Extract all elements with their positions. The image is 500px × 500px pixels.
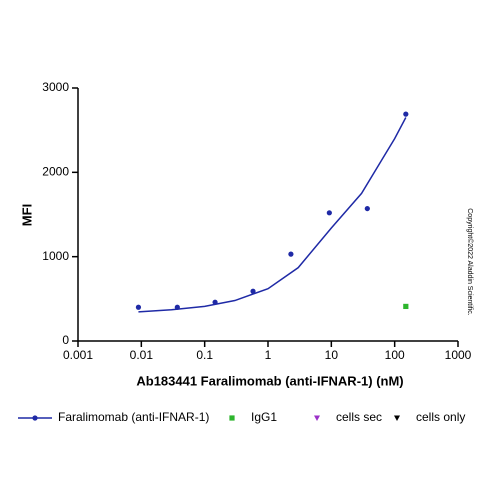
y-axis-label: MFI (19, 204, 34, 226)
data-point (403, 111, 409, 117)
x-tick-label: 0.1 (196, 348, 213, 362)
legend-marker (314, 415, 320, 421)
y-tick-label: 3000 (42, 80, 69, 94)
legend-label: cells sec (336, 410, 382, 424)
x-axis-label: Ab183441 Faralimomab (anti-IFNAR-1) (nM) (136, 373, 403, 388)
legend-label: IgG1 (251, 410, 277, 424)
y-tick-label: 2000 (42, 165, 69, 179)
data-point (326, 210, 332, 216)
copyright: Copyright©2022 Aladdin Scientific. (466, 208, 474, 316)
data-point (135, 304, 142, 310)
x-tick-label: 0.001 (63, 348, 93, 362)
legend-marker (229, 415, 235, 421)
data-point (250, 288, 256, 294)
x-tick-label: 100 (385, 348, 405, 362)
fit-curve (138, 117, 407, 313)
x-tick-label: 1 (265, 348, 272, 362)
legend-label: cells only (416, 410, 465, 424)
legend-marker (394, 415, 400, 421)
x-tick-label: 0.01 (130, 348, 154, 362)
legend-marker (32, 415, 38, 421)
data-point (288, 251, 294, 257)
legend-label: Faralimomab (anti-IFNAR-1) (58, 410, 209, 424)
data-point (364, 205, 370, 212)
y-tick-label: 1000 (42, 249, 69, 263)
data-point (403, 303, 409, 310)
data-point (212, 299, 218, 305)
data-point (174, 304, 180, 310)
y-tick-label: 0 (62, 333, 69, 347)
x-tick-label: 1000 (445, 348, 472, 362)
x-tick-label: 10 (325, 348, 339, 362)
